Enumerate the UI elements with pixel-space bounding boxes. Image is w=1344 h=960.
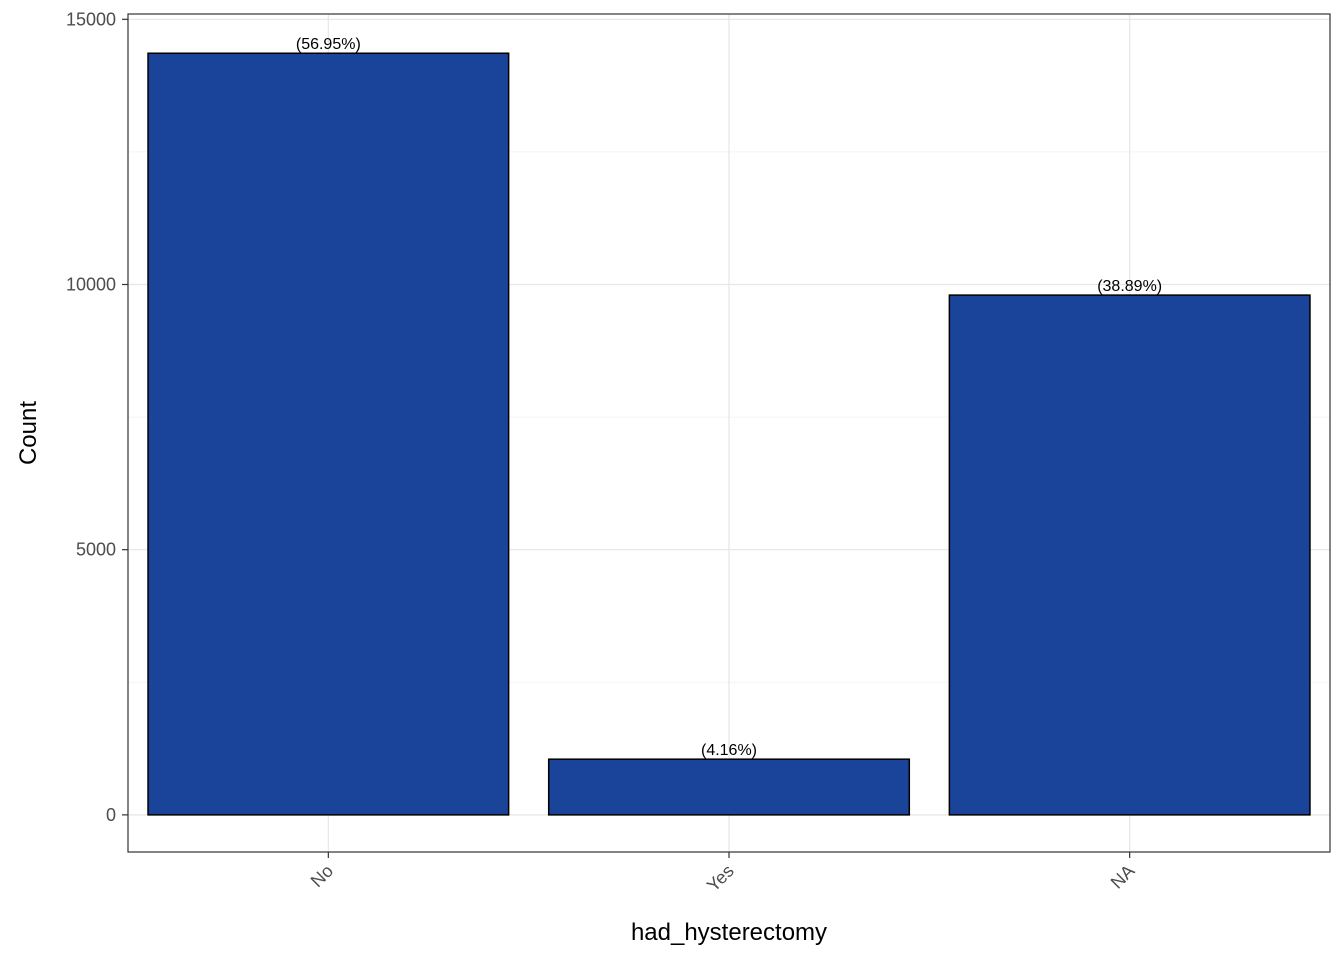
x-axis-title: had_hysterectomy xyxy=(631,919,827,946)
y-tick-label: 15000 xyxy=(66,9,116,29)
y-axis: 0 5000 10000 15000 xyxy=(66,9,128,825)
bar-na xyxy=(948,294,1311,816)
data-label-na: (38.89%) xyxy=(1097,278,1162,295)
data-labels: (56.95%) (4.16%) (38.89%) xyxy=(296,36,1162,759)
x-tick-label: Yes xyxy=(703,861,738,896)
y-tick-label: 10000 xyxy=(66,274,116,294)
x-tick-label: No xyxy=(307,861,337,891)
bars xyxy=(147,52,1311,816)
x-tick-label: NA xyxy=(1107,861,1139,893)
bar-no xyxy=(147,52,510,816)
y-tick-label: 0 xyxy=(106,805,116,825)
y-axis-title: Count xyxy=(15,401,42,465)
y-tick-label: 5000 xyxy=(76,540,116,560)
bar-yes xyxy=(547,758,911,816)
data-label-no: (56.95%) xyxy=(296,36,361,53)
data-label-yes: (4.16%) xyxy=(701,742,757,759)
x-axis: No Yes NA xyxy=(307,852,1139,896)
